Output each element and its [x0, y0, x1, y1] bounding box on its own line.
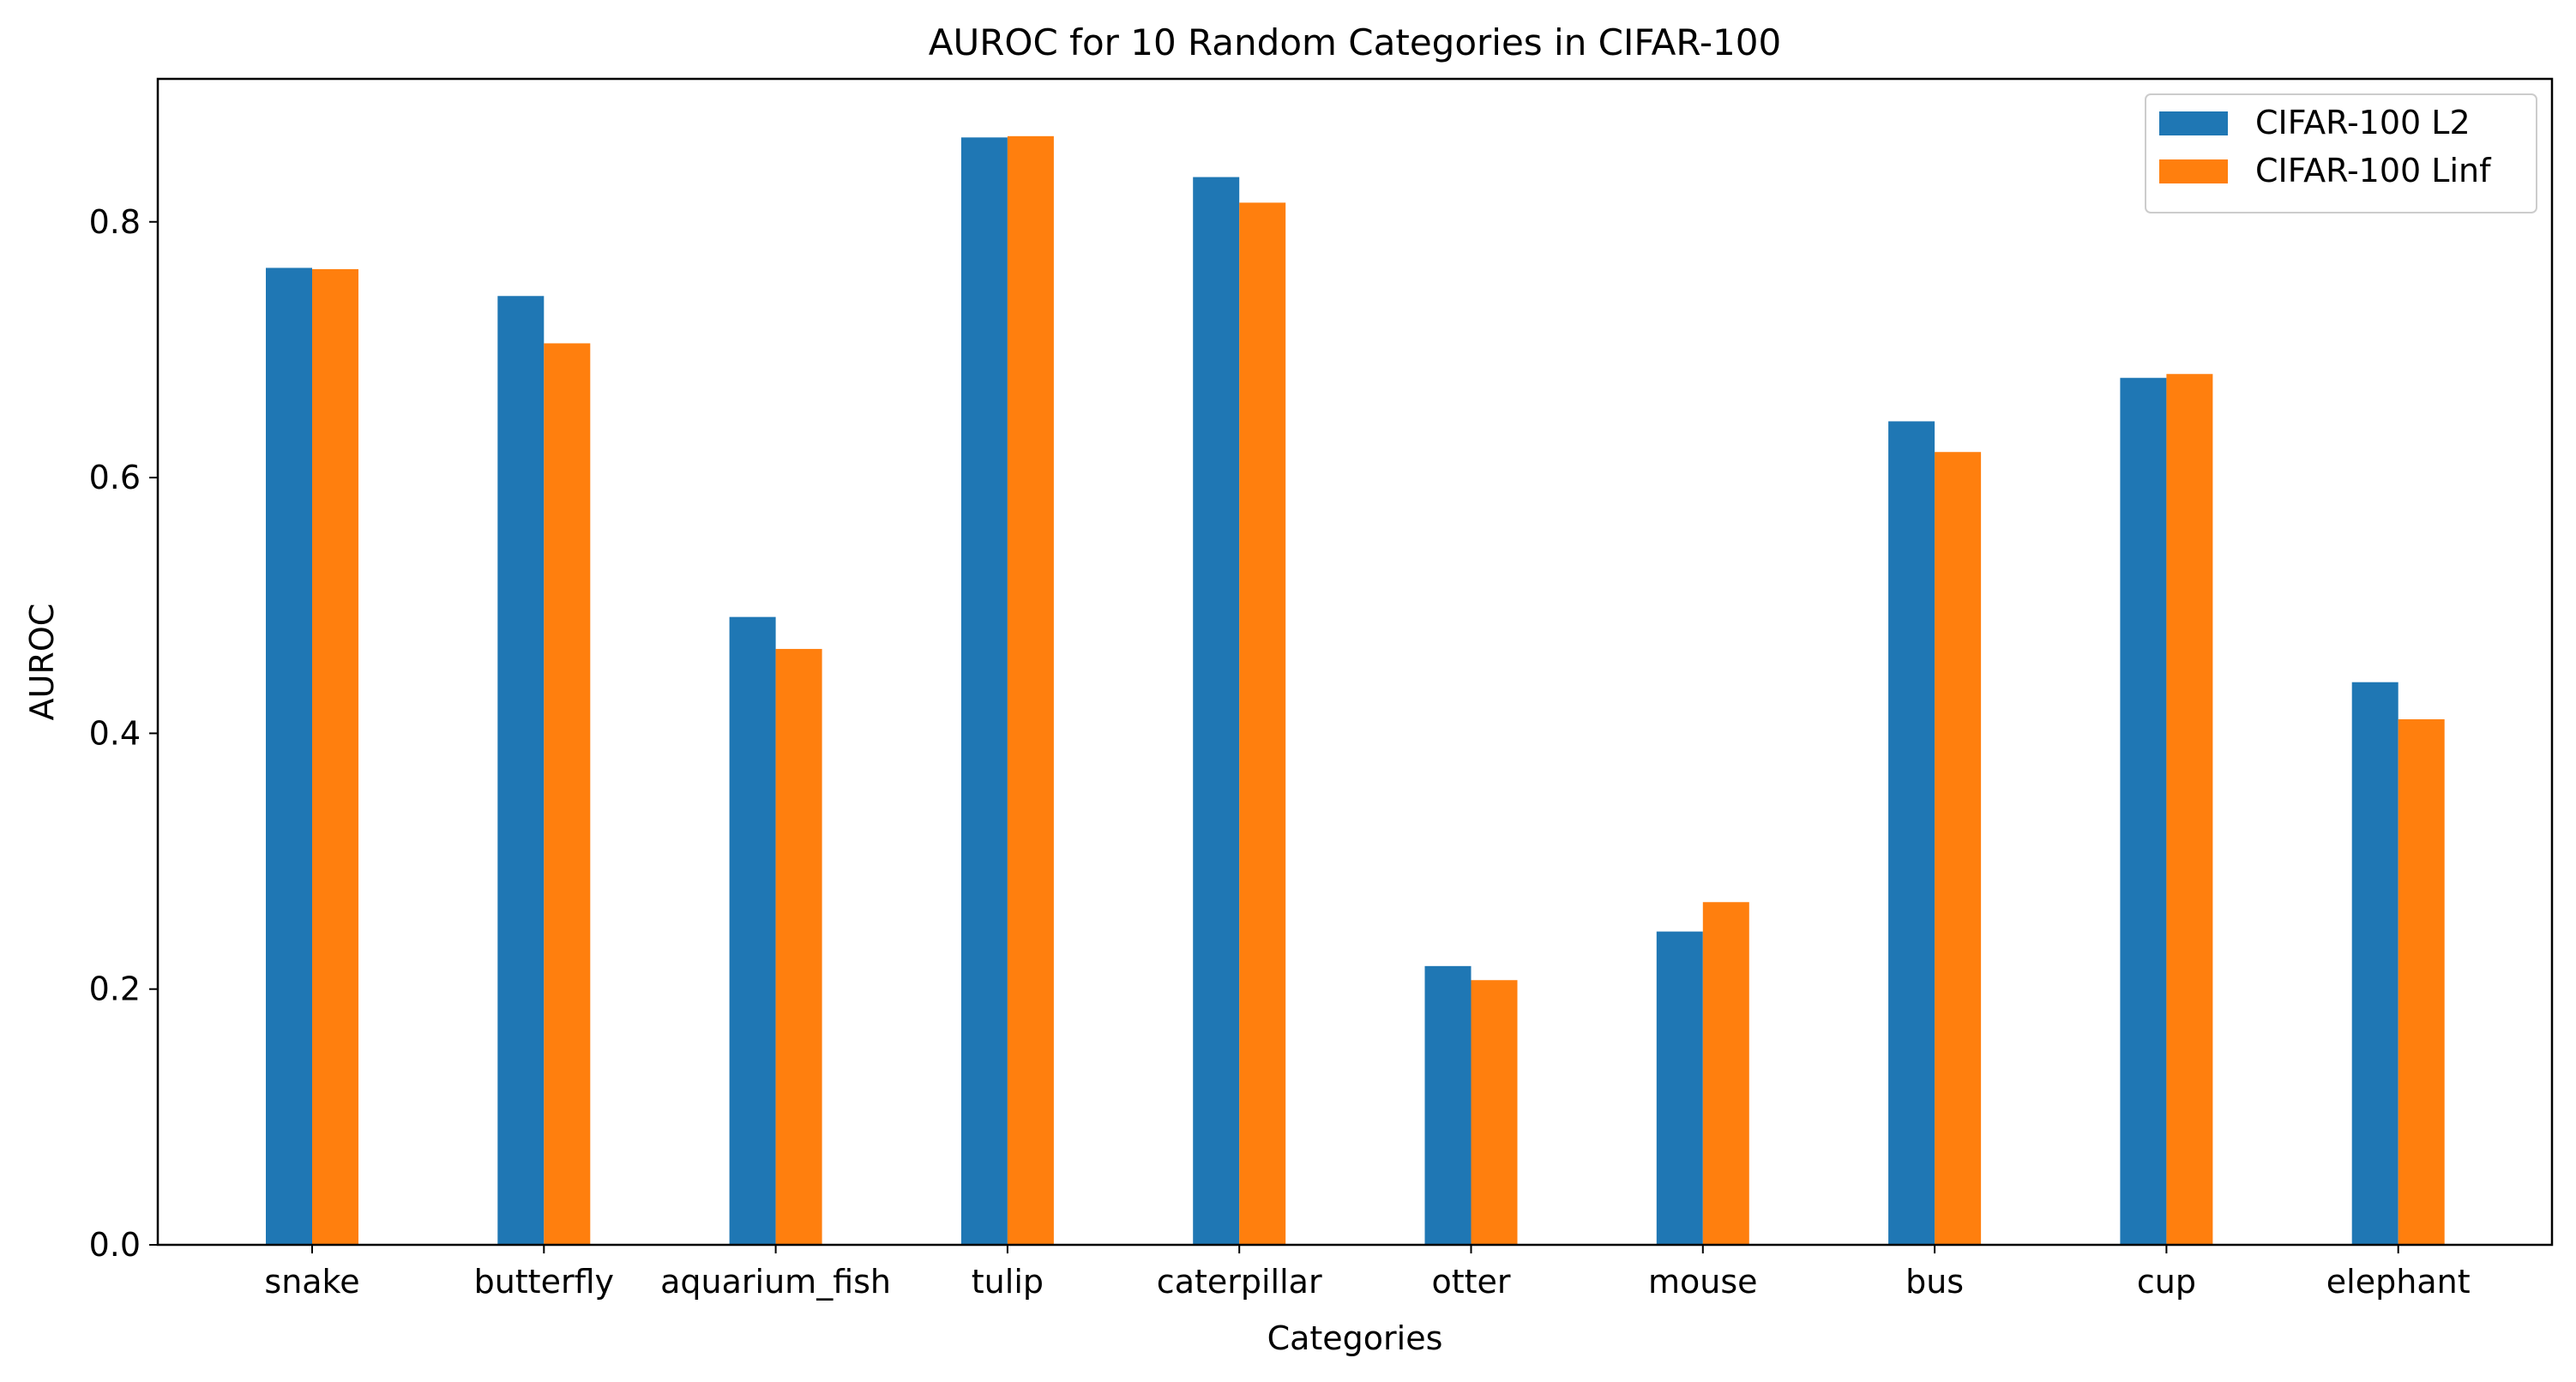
x-tick-label: mouse: [1648, 1263, 1758, 1301]
bar-tulip-series-1: [960, 137, 1008, 1245]
bar-otter-series-1: [1424, 965, 1472, 1245]
x-tick-label: otter: [1431, 1263, 1510, 1301]
legend-label-1: CIFAR-100 L2: [2255, 104, 2471, 141]
bar-otter-series-2: [1471, 980, 1518, 1245]
y-tick-label: 0.0: [89, 1226, 141, 1264]
bar-mouse-series-1: [1656, 931, 1703, 1245]
chart-title: AUROC for 10 Random Categories in CIFAR-…: [929, 21, 1781, 63]
bar-cup-series-2: [2166, 374, 2213, 1245]
bar-tulip-series-2: [1007, 135, 1054, 1246]
legend-swatch-2: [2159, 159, 2228, 183]
bar-bus-series-2: [1935, 452, 1982, 1245]
bar-aquarium_fish-series-2: [775, 648, 822, 1245]
y-tick-label: 0.6: [89, 459, 141, 496]
x-tick-label: cup: [2137, 1263, 2196, 1301]
y-tick-label: 0.8: [89, 203, 141, 241]
legend-label-2: CIFAR-100 Linf: [2255, 152, 2492, 189]
bar-snake-series-2: [312, 268, 358, 1246]
bar-bus-series-1: [1888, 421, 1935, 1245]
y-tick-label: 0.4: [89, 714, 141, 752]
legend-swatch-1: [2159, 111, 2228, 135]
x-tick-label: caterpillar: [1157, 1263, 1322, 1301]
x-tick-label: elephant: [2326, 1263, 2471, 1301]
bar-cup-series-1: [2120, 377, 2167, 1245]
plot-frame: [156, 77, 2554, 1247]
plot-area: snake butterfly aquarium_fish tulip caterpil…: [89, 135, 2471, 1301]
bar-butterfly-series-1: [497, 296, 545, 1245]
bar-caterpillar-series-2: [1239, 202, 1286, 1245]
bar-snake-series-1: [266, 267, 312, 1245]
bar-mouse-series-2: [1702, 902, 1749, 1245]
y-tick-label: 0.2: [89, 970, 141, 1008]
legend: CIFAR-100 L2 CIFAR-100 Linf: [2145, 93, 2537, 213]
x-tick-label: tulip: [972, 1263, 1044, 1301]
x-axis-label: Categories: [1267, 1319, 1443, 1357]
y-axis-label: AUROC: [23, 604, 61, 721]
bar-elephant-series-1: [2351, 682, 2398, 1245]
x-tick-label: snake: [264, 1263, 359, 1301]
legend-box: [2145, 93, 2537, 213]
bar-aquarium_fish-series-1: [729, 616, 776, 1245]
x-tick-label: aquarium_fish: [660, 1263, 891, 1301]
bar-butterfly-series-2: [544, 343, 591, 1245]
bar-elephant-series-2: [2398, 718, 2445, 1245]
bar-caterpillar-series-1: [1193, 177, 1240, 1246]
x-tick-label: butterfly: [474, 1263, 614, 1301]
x-tick-label: bus: [1905, 1263, 1964, 1301]
